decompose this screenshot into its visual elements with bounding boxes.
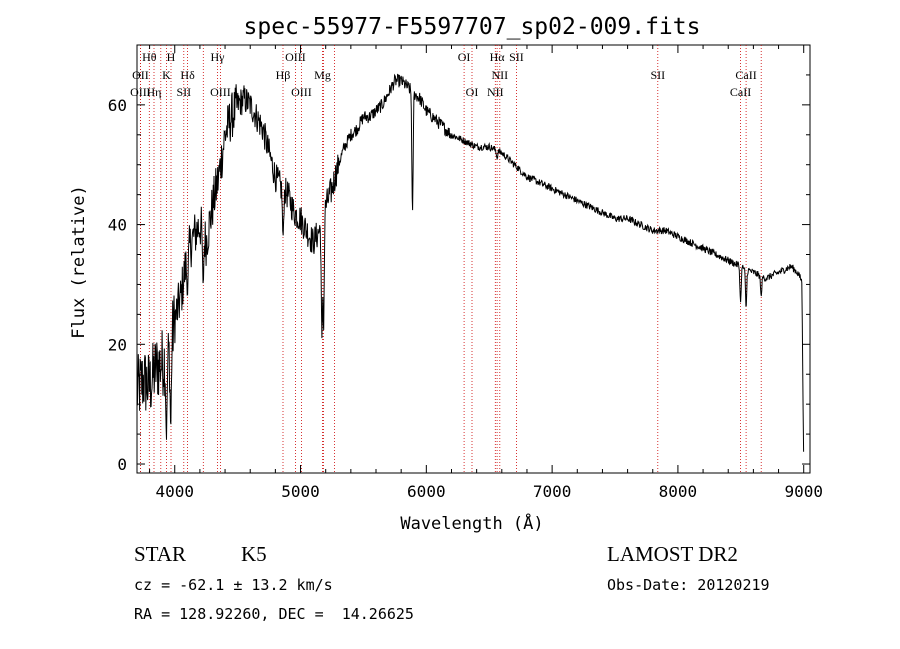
marker-label: Mg (314, 68, 331, 82)
x-tick-label: 6000 (407, 482, 446, 501)
object-class: STAR (134, 542, 186, 566)
emission-line-markers (140, 45, 761, 473)
marker-label: CaII (730, 85, 751, 99)
marker-label: Hθ (142, 50, 157, 64)
y-axis-label: Flux (relative) (69, 185, 89, 339)
marker-label: Hγ (211, 50, 226, 64)
marker-label: Hη (147, 85, 162, 99)
marker-label: Hδ (180, 68, 195, 82)
x-tick-label: 4000 (155, 482, 194, 501)
marker-label: OI (458, 50, 471, 64)
marker-label: CaII (735, 68, 756, 82)
x-tick-label: 5000 (281, 482, 320, 501)
x-tick-label: 9000 (784, 482, 823, 501)
marker-label: NII (487, 85, 504, 99)
coordinates: RA = 128.92260, DEC = 14.26625 (134, 605, 414, 623)
survey-name: LAMOST DR2 (607, 542, 738, 566)
spectrum-line (137, 75, 804, 452)
x-tick-label: 8000 (659, 482, 698, 501)
y-tick-label: 40 (108, 216, 127, 235)
marker-label: K (162, 68, 171, 82)
marker-label: SII (509, 50, 524, 64)
y-axis-ticks: 0 20 40 60 (108, 75, 810, 474)
x-axis-label: Wavelength (Å) (400, 512, 543, 534)
marker-label: OIII (285, 50, 306, 64)
marker-label: OIII (291, 85, 312, 99)
object-subclass: K5 (241, 542, 267, 566)
spectrum-chart: spec-55977-F5597707_sp02-009.fits Hθ H Hγ O… (0, 0, 900, 649)
x-tick-label: 7000 (533, 482, 572, 501)
marker-label: Hα (490, 50, 506, 64)
marker-label: OI (466, 85, 479, 99)
y-tick-label: 20 (108, 335, 127, 354)
y-tick-label: 0 (117, 455, 127, 474)
observation-date: Obs-Date: 20120219 (607, 576, 770, 594)
marker-label: NII (491, 68, 508, 82)
marker-label: Hβ (276, 68, 291, 82)
y-tick-label: 60 (108, 96, 127, 115)
marker-label: SII (650, 68, 665, 82)
redshift-velocity: cz = -62.1 ± 13.2 km/s (134, 576, 333, 594)
chart-title: spec-55977-F5597707_sp02-009.fits (244, 14, 701, 40)
marker-label: OIII (210, 85, 231, 99)
marker-label: SII (176, 85, 191, 99)
